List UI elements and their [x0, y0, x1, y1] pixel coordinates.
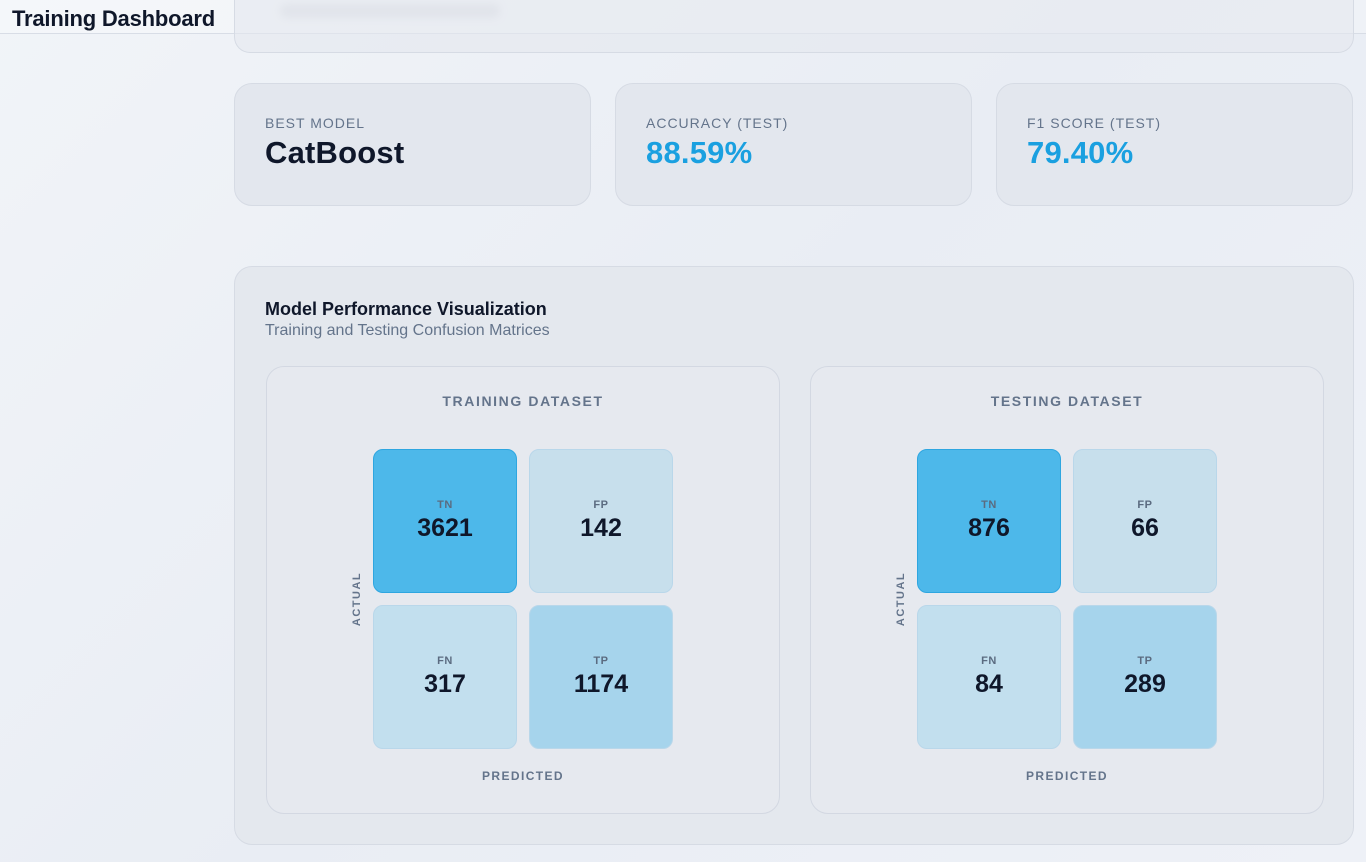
cell-value: 289 [1124, 670, 1166, 698]
cell-value: 84 [975, 670, 1003, 698]
cell-value: 142 [580, 514, 622, 542]
cell-false-positive: FP 142 [529, 449, 673, 593]
page-title: Training Dashboard [12, 6, 215, 31]
cell-true-positive: TP 1174 [529, 605, 673, 749]
stat-value: CatBoost [265, 135, 405, 170]
actual-axis-text: ACTUAL [351, 571, 363, 627]
cell-false-negative: FN 317 [373, 605, 517, 749]
cell-value: 876 [968, 514, 1010, 542]
cell-false-positive: FP 66 [1073, 449, 1217, 593]
stat-card-accuracy: ACCURACY (TEST) 88.59% [615, 83, 972, 206]
stat-value: 79.40% [1027, 135, 1134, 170]
performance-visualization-panel: Model Performance Visualization Training… [234, 266, 1354, 845]
cell-true-negative: TN 876 [917, 449, 1061, 593]
testing-confusion-matrix: TESTING DATASET ACTUAL TN 876 FP 66 FN 8… [810, 366, 1324, 814]
section-title: Model Performance Visualization [265, 299, 547, 319]
cell-tag: TN [981, 499, 997, 511]
cell-false-negative: FN 84 [917, 605, 1061, 749]
stat-value: 88.59% [646, 135, 753, 170]
stat-card-best-model: BEST MODEL CatBoost [234, 83, 591, 206]
matrix-title: TESTING DATASET [990, 393, 1144, 409]
cell-tag: TN [437, 499, 453, 511]
cell-value: 66 [1131, 514, 1159, 542]
actual-axis-text: ACTUAL [895, 571, 907, 627]
top-summary-card [234, 0, 1354, 53]
cell-value: 3621 [417, 514, 473, 542]
cell-tag: FP [593, 499, 609, 511]
matrix-title: TRAINING DATASET [442, 393, 604, 409]
cell-tag: TP [1137, 655, 1153, 667]
stat-card-f1-score: F1 SCORE (TEST) 79.40% [996, 83, 1353, 206]
cell-tag: FN [437, 655, 453, 667]
stat-label: BEST MODEL [265, 115, 365, 131]
cell-value: 317 [424, 670, 466, 698]
section-subtitle: Training and Testing Confusion Matrices [265, 322, 550, 339]
cell-value: 1174 [573, 670, 629, 698]
predicted-axis-label: PREDICTED [1026, 769, 1108, 783]
cell-tag: FP [1137, 499, 1153, 511]
cell-true-negative: TN 3621 [373, 449, 517, 593]
stat-label: F1 SCORE (TEST) [1027, 115, 1162, 131]
cell-true-positive: TP 289 [1073, 605, 1217, 749]
training-confusion-matrix: TRAINING DATASET ACTUAL TN 3621 FP 142 F… [266, 366, 780, 814]
cell-tag: FN [981, 655, 997, 667]
cell-tag: TP [593, 655, 609, 667]
predicted-axis-label: PREDICTED [482, 769, 564, 783]
stat-label: ACCURACY (TEST) [646, 115, 789, 131]
